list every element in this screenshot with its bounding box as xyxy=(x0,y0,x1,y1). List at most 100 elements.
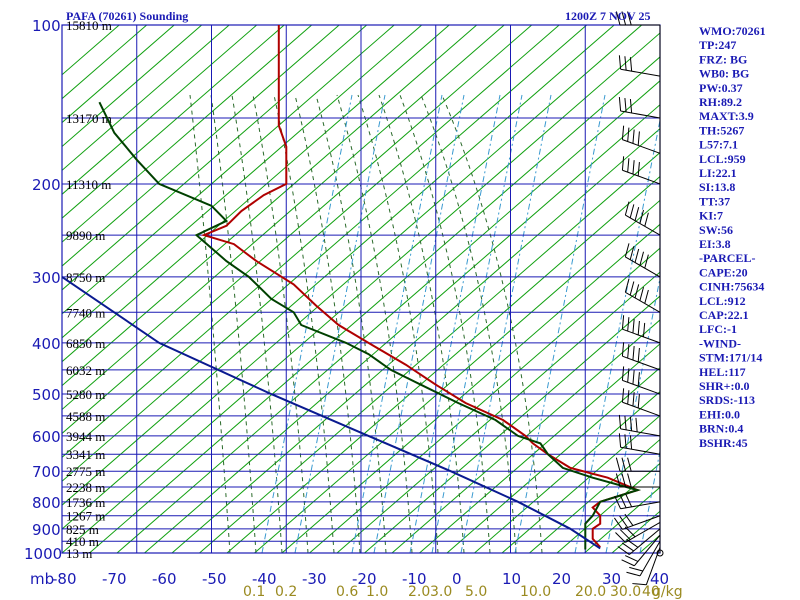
wind-barb xyxy=(615,11,660,26)
wind-barb-flag xyxy=(618,55,622,70)
mixing-ratio-line xyxy=(431,94,523,553)
height-label: 8750 m xyxy=(66,270,105,285)
wind-barb-staff xyxy=(620,501,661,510)
wind-calm-marker xyxy=(656,549,664,557)
wind-barb-flag xyxy=(621,473,627,488)
wind-barb-flag xyxy=(629,416,633,431)
x-tick-label: -60 xyxy=(152,570,177,588)
wind-barb-staff xyxy=(620,68,661,77)
dry-adiabat-line xyxy=(62,25,423,339)
wind-barb-flag xyxy=(621,542,634,552)
x-tick-label: -10 xyxy=(402,570,427,588)
wind-barb-staff xyxy=(622,401,661,417)
wind-barb xyxy=(618,433,661,455)
wind-barb-flag xyxy=(621,156,625,171)
y-tick-label: 200 xyxy=(32,176,61,194)
wind-barb-flag xyxy=(621,11,627,26)
mixing-ratio-line xyxy=(373,94,465,553)
dry-adiabat-line xyxy=(309,247,660,553)
wind-barb-flag xyxy=(642,322,646,337)
wind-barb-flag xyxy=(615,532,626,543)
wind-barb-flag xyxy=(627,344,630,359)
x-tick-label: 10 xyxy=(502,570,521,588)
x-tick-label: -40 xyxy=(252,570,277,588)
dry-adiabat-line xyxy=(62,25,368,291)
wind-barb-flag xyxy=(627,390,630,405)
wind-barb-flag xyxy=(629,57,633,72)
y-tick-label: 300 xyxy=(32,269,61,287)
wind-barb-flag xyxy=(627,457,632,472)
wind-barb xyxy=(613,513,661,530)
wind-barb-flag xyxy=(637,131,640,146)
wind-barb-flag xyxy=(624,201,630,216)
wind-barb-flag xyxy=(624,415,627,430)
wind-barb-staff xyxy=(620,110,661,119)
wind-barb xyxy=(614,493,661,510)
wind-barb-flag xyxy=(619,494,627,509)
dry-adiabat-line xyxy=(501,414,660,553)
chart-title: PAFA (70261) Sounding xyxy=(66,9,188,23)
mixing-ratio-line xyxy=(351,94,443,553)
wind-barb-staff xyxy=(625,521,661,543)
x-tick-label: -70 xyxy=(102,570,127,588)
wind-barb xyxy=(624,278,661,313)
wind-barb-flag xyxy=(627,473,632,488)
mixing-ratio-label: 3.0 xyxy=(430,584,452,600)
dry-adiabat-line xyxy=(62,25,395,315)
height-label: 3341 m xyxy=(66,447,105,462)
wind-barb-flag xyxy=(629,246,635,260)
height-label: 4588 m xyxy=(66,409,105,424)
wind-barb-staff xyxy=(622,169,661,185)
dry-adiabat-line xyxy=(777,25,800,553)
mixing-ratio-label: 0.6 xyxy=(336,584,358,600)
wind-barb-flag xyxy=(626,571,641,577)
dry-adiabat-line xyxy=(529,438,660,553)
wind-barb-flag xyxy=(618,414,622,429)
height-label: 3944 m xyxy=(66,429,105,444)
dry-adiabat-line xyxy=(62,25,175,124)
y-tick-label: 700 xyxy=(32,463,61,481)
dry-adiabat-line xyxy=(62,32,660,553)
wind-barb-flag xyxy=(627,11,632,26)
wind-barb-flag xyxy=(613,517,623,530)
height-label: 6032 m xyxy=(66,363,105,378)
wind-barb-flag xyxy=(619,529,631,540)
dry-adiabat-line xyxy=(62,25,258,195)
height-label: 1267 m xyxy=(66,509,105,524)
dry-adiabat-line xyxy=(419,343,660,553)
index-line: SHR+:0.0 xyxy=(699,379,750,393)
wind-barb-flag xyxy=(624,278,630,293)
index-line: -PARCEL- xyxy=(699,251,755,265)
wind-barb-flag xyxy=(618,433,622,448)
dry-adiabat-line xyxy=(62,25,478,387)
wind-barb-flag xyxy=(639,251,645,266)
wind-barb-staff xyxy=(622,328,661,344)
index-line: EHI:0.0 xyxy=(699,407,740,421)
wind-barb-flag xyxy=(615,473,621,488)
height-label: 1736 m xyxy=(66,495,105,510)
x-tick-label: 30 xyxy=(602,570,621,588)
index-line: CAPE:20 xyxy=(699,265,748,279)
wind-barb xyxy=(621,534,661,567)
mixing-ratio-line xyxy=(294,94,386,553)
height-label: 11310 m xyxy=(66,177,111,192)
wind-barb-flag xyxy=(629,566,643,572)
dry-adiabat-line xyxy=(364,295,660,553)
x-tick-label: 40 xyxy=(650,570,669,588)
dry-adiabat-line xyxy=(474,391,660,553)
moist-adiabat-line xyxy=(231,94,283,553)
mixing-ratio-label: 0.1 xyxy=(243,584,265,600)
index-line: LCL:959 xyxy=(699,152,746,166)
wind-barb-staff xyxy=(645,547,661,585)
parcel-line xyxy=(62,276,601,550)
wind-barb-flag xyxy=(632,160,635,175)
index-line: CAP:22.1 xyxy=(699,308,749,322)
wind-barb-flag xyxy=(618,97,622,112)
mixing-ratio-lines xyxy=(261,94,660,553)
grid xyxy=(61,24,661,554)
wind-barb-flag xyxy=(632,392,635,407)
wind-barb-flag xyxy=(639,287,645,301)
wind-barb-flag xyxy=(629,204,635,219)
wind-barb-flag xyxy=(624,243,630,258)
wind-barb-flag xyxy=(632,370,635,385)
